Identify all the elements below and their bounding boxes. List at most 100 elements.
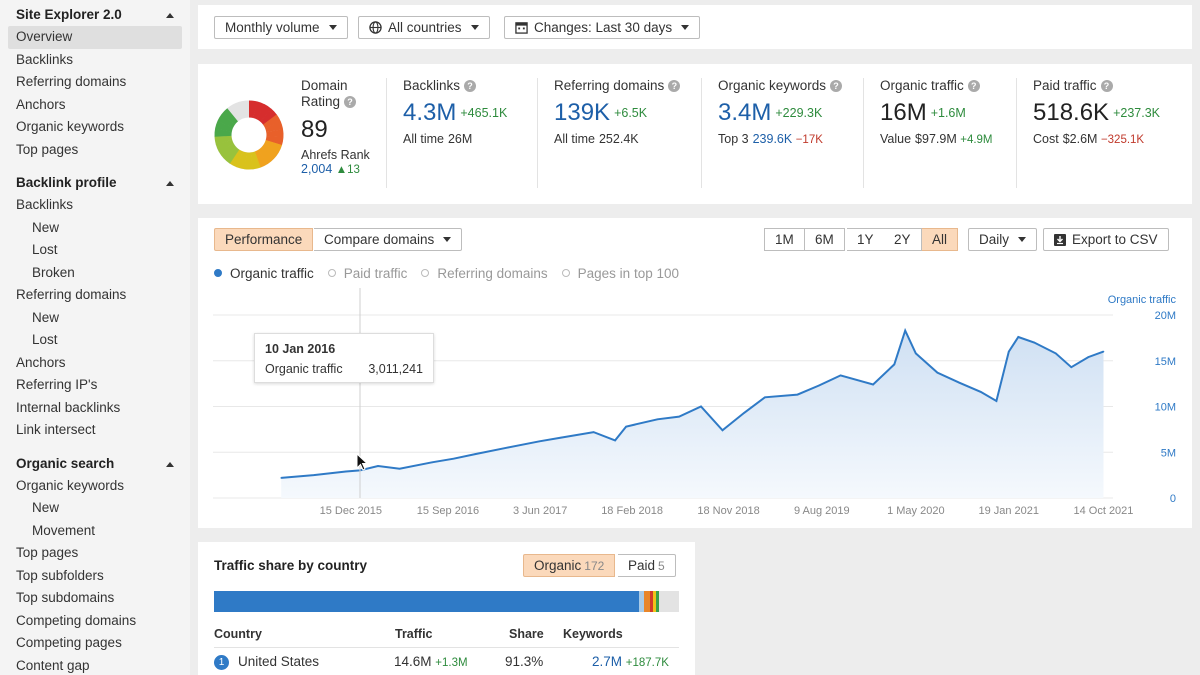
legend-item-organic-traffic[interactable]: Organic traffic bbox=[214, 266, 314, 281]
sidebar-item-movement[interactable]: Movement bbox=[32, 522, 96, 538]
sidebar-item-new[interactable]: New bbox=[32, 309, 60, 325]
legend-label: Organic traffic bbox=[230, 266, 314, 281]
sidebar-section-site-explorer-2-0[interactable]: Site Explorer 2.0 bbox=[0, 4, 190, 26]
radio-icon bbox=[421, 269, 430, 277]
volume-dropdown[interactable]: Monthly volume bbox=[214, 16, 348, 39]
sidebar-item-backlinks[interactable]: Backlinks bbox=[16, 197, 74, 212]
sidebar-item-internal-backlinks[interactable]: Internal backlinks bbox=[16, 399, 121, 415]
sidebar-item-broken[interactable]: Broken bbox=[32, 264, 75, 280]
legend-label: Referring domains bbox=[437, 266, 548, 281]
data-point bbox=[1087, 356, 1090, 358]
sidebar-item-anchors[interactable]: Anchors bbox=[16, 96, 66, 112]
divider bbox=[1016, 78, 1017, 188]
performance-tab[interactable]: Performance bbox=[214, 228, 314, 251]
organic-traffic-sub-value: $97.9M bbox=[915, 132, 957, 146]
sidebar-section-backlink-profile[interactable]: Backlink profile bbox=[0, 172, 190, 194]
country-name[interactable]: United States bbox=[238, 654, 320, 669]
sidebar-item-new[interactable]: New bbox=[32, 500, 60, 515]
help-icon[interactable]: ? bbox=[464, 80, 477, 92]
legend-item-paid-traffic[interactable]: Paid traffic bbox=[327, 266, 408, 281]
sidebar-item-top-pages[interactable]: Top pages bbox=[16, 545, 79, 560]
sidebar-item-content-gap[interactable]: Content gap bbox=[16, 657, 90, 673]
sidebar-item-anchors[interactable]: Anchors bbox=[16, 354, 66, 370]
data-point bbox=[893, 363, 896, 366]
sidebar-item-referring-ip-s[interactable]: Referring IP's bbox=[16, 377, 98, 392]
range-button-6m[interactable]: 6M bbox=[805, 228, 845, 251]
keywords-value[interactable]: 2.7M bbox=[592, 654, 623, 669]
organic-traffic-delta: +1.6M bbox=[930, 106, 966, 120]
x-tick-label: 15 Dec 2015 bbox=[320, 505, 382, 517]
column-header-traffic[interactable]: Traffic bbox=[395, 627, 433, 641]
data-point bbox=[796, 393, 799, 396]
sidebar-item-top-subfolders[interactable]: Top subfolders bbox=[16, 567, 104, 583]
sidebar-item-competing-pages[interactable]: Competing pages bbox=[16, 635, 122, 650]
backlinks-value[interactable]: 4.3M bbox=[403, 99, 457, 126]
range-button-1m[interactable]: 1M bbox=[764, 228, 805, 251]
radio-icon bbox=[327, 269, 336, 277]
sidebar-item-referring-domains[interactable]: Referring domains bbox=[16, 287, 127, 302]
sidebar-item-backlinks[interactable]: Backlinks bbox=[16, 51, 74, 67]
organic-keywords-sub-label: Top 3 bbox=[718, 132, 749, 146]
range-button-2y[interactable]: 2Y bbox=[884, 228, 922, 251]
section-spacer bbox=[0, 442, 190, 453]
download-icon bbox=[1054, 234, 1066, 246]
gauge-segment bbox=[252, 101, 265, 120]
country-share-bar bbox=[214, 591, 679, 612]
sidebar-item-overview[interactable]: Overview bbox=[8, 26, 182, 49]
chevron-up-icon bbox=[166, 461, 174, 467]
sidebar-item-new[interactable]: New bbox=[32, 219, 60, 235]
sidebar-item-top-subdomains[interactable]: Top subdomains bbox=[16, 590, 115, 605]
data-point bbox=[398, 467, 401, 470]
legend-item-referring-domains[interactable]: Referring domains bbox=[421, 266, 548, 281]
sidebar-item-organic-keywords[interactable]: Organic keywords bbox=[16, 477, 125, 493]
referring-domains-value[interactable]: 139K bbox=[554, 99, 611, 126]
sidebar-item-organic-keywords[interactable]: Organic keywords bbox=[16, 119, 125, 134]
help-icon[interactable]: ? bbox=[830, 80, 843, 92]
countries-dropdown[interactable]: All countries bbox=[358, 16, 490, 39]
section-spacer bbox=[0, 161, 190, 172]
organic-keywords-value[interactable]: 3.4M bbox=[718, 99, 772, 126]
ahrefs-rank-value: 2,004 bbox=[301, 162, 333, 176]
gauge-segment bbox=[214, 135, 233, 145]
export-csv-button[interactable]: Export to CSV bbox=[1043, 228, 1169, 251]
sidebar-item-competing-domains[interactable]: Competing domains bbox=[16, 612, 137, 628]
sidebar-item-referring-domains[interactable]: Referring domains bbox=[16, 74, 127, 89]
data-point bbox=[995, 400, 998, 402]
column-header-keywords[interactable]: Keywords bbox=[563, 627, 623, 641]
organic-keywords-sub-value[interactable]: 239.6K bbox=[752, 132, 793, 146]
data-point bbox=[721, 429, 724, 432]
traffic-value: 14.6M bbox=[394, 654, 432, 669]
divider bbox=[701, 78, 702, 188]
share-segment bbox=[644, 591, 650, 612]
help-icon[interactable]: ? bbox=[344, 96, 357, 108]
compare-domains-dropdown[interactable]: Compare domains bbox=[314, 228, 463, 251]
rank-badge: 1 bbox=[214, 655, 229, 670]
sidebar-item-lost[interactable]: Lost bbox=[32, 242, 58, 257]
gauge-segment bbox=[250, 151, 261, 170]
help-icon[interactable]: ? bbox=[1100, 80, 1113, 92]
backlinks-metric: Backlinks? 4.3M +465.1K All time 26M bbox=[403, 78, 507, 146]
sidebar-item-top-pages[interactable]: Top pages bbox=[16, 141, 79, 157]
range-button-1y[interactable]: 1Y bbox=[847, 228, 885, 251]
share-segment bbox=[214, 591, 639, 612]
sidebar-section-title: Backlink profile bbox=[16, 175, 117, 190]
changes-dropdown[interactable]: Changes: Last 30 days bbox=[504, 16, 701, 39]
sidebar-section-organic-search[interactable]: Organic search bbox=[0, 453, 190, 475]
legend-item-pages-in-top-100[interactable]: Pages in top 100 bbox=[561, 266, 679, 281]
granularity-dropdown[interactable]: Daily bbox=[968, 228, 1038, 251]
organic-toggle[interactable]: Organic 172 bbox=[523, 554, 616, 577]
sidebar-item-link-intersect[interactable]: Link intersect bbox=[16, 422, 96, 437]
data-point bbox=[1070, 366, 1073, 368]
sidebar-item-lost[interactable]: Lost bbox=[32, 332, 58, 347]
legend-label: Paid traffic bbox=[343, 266, 408, 281]
data-point bbox=[452, 457, 455, 460]
help-icon[interactable]: ? bbox=[967, 80, 980, 92]
gauge-segment bbox=[256, 104, 272, 122]
column-header-country[interactable]: Country bbox=[214, 627, 262, 641]
column-header-share[interactable]: Share bbox=[509, 627, 544, 641]
paid-toggle[interactable]: Paid 5 bbox=[618, 554, 676, 577]
range-button-all[interactable]: All bbox=[922, 228, 959, 251]
organic-traffic-value: 16M bbox=[880, 99, 927, 126]
help-icon[interactable]: ? bbox=[668, 80, 681, 92]
organic-traffic-chart[interactable]: 0 5M 10M 15M 20M Organic traffic 15 Dec 2015 15… bbox=[198, 288, 1192, 528]
